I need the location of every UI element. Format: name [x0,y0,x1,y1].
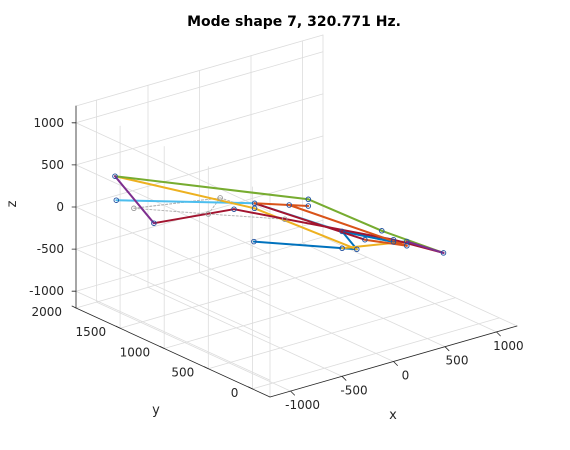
node-marker [390,236,397,243]
chart-title: Mode shape 7, 320.771 Hz. [187,14,401,30]
z-tick-label: -500 [37,242,64,256]
y-axis-line [75,307,271,398]
floor-gridline-y [163,277,412,349]
node-marker [339,228,345,235]
back-wall-gridline-z [75,93,324,166]
y-tick-mark [159,346,165,349]
node-marker [440,250,447,256]
left-wall-gridline-z [75,122,271,213]
y-tick-mark [247,386,253,390]
grid-lines [75,34,518,398]
node-marker [281,216,288,222]
x-tick-label: -1000 [285,398,320,412]
undeformed-member [133,197,221,209]
floor-gridline-x [199,272,394,362]
mode-shape-member [253,207,358,251]
z-tick-label: 500 [41,158,64,172]
node-marker [379,228,385,234]
x-tick-mark [444,346,450,352]
floor-gridline-x [250,257,446,348]
x-axis-label: x [389,408,397,423]
node-marker [151,220,157,226]
left-wall-gridline-z [75,206,271,297]
tick-labels: -1000 -500 0 500 1000 0 500 1000 1500 2000 -1000 -5… [29,116,524,412]
mode-shape-member [152,208,235,225]
node-marker [404,243,410,249]
y-tick-label: 1000 [120,346,151,360]
node-marker [305,203,312,209]
floor-gridline-y [251,317,500,390]
floor-gridline-x [96,301,292,392]
floor-gridline-x [147,286,343,377]
node-marker [112,173,118,179]
x-tick-mark [495,331,501,337]
node-marker [354,246,360,253]
node-marker [251,205,258,212]
mode-shape-member [307,198,383,232]
node-marker [390,239,397,245]
y-tick-mark [71,305,77,309]
mode-shape-member [363,238,408,247]
left-wall-gridline-z [75,290,271,381]
node-marker [231,206,237,212]
mode-shape-member [288,204,408,247]
x-tick-label: 0 [402,369,410,383]
y-tick-label: 0 [231,386,239,400]
y-tick-mark [203,366,209,370]
floor-gridline-x [301,242,497,333]
back-wall-gridline-z [75,51,324,124]
mode-shape-member [114,175,310,201]
x-tick-label: -500 [340,383,367,397]
back-wall-gridline-z [75,135,324,208]
y-axis-label: y [152,403,160,418]
mode-shape-member [341,230,395,243]
node-marker [305,196,312,203]
floor-gridline-y [119,256,368,329]
back-wall-top-edge [75,34,324,107]
mode-shape-member [114,175,256,210]
mode-shape-member [253,202,366,241]
x-tick-mark [341,375,347,381]
undeformed-member [133,207,209,215]
x-tick-mark [393,361,398,366]
x-tick-mark [290,390,296,396]
y-tick-mark [115,325,121,329]
left-wall-gridline-z [75,248,271,339]
node-marker [205,211,212,217]
z-tick-label: 1000 [33,116,64,130]
x-tick-label: 500 [446,354,469,368]
node-marker [131,205,137,212]
mode-shape-member [114,175,155,225]
y-tick-label: 1500 [76,325,107,339]
node-marker [286,202,292,208]
left-wall-gridline-z [75,164,271,255]
node-marker [217,195,223,201]
z-tick-label: 0 [56,200,64,214]
mode-shape-member [253,202,310,207]
node-markers [112,173,447,256]
node-marker [251,238,257,245]
mode-shape-member [233,208,395,241]
z-axis-label: z [5,200,20,207]
mode-shape-member [405,240,445,254]
floor-gridline-y [207,297,456,370]
node-marker [339,245,345,252]
y-tick-label: 500 [171,366,194,380]
back-wall-gridline-z [75,219,324,292]
node-marker [113,197,120,203]
axes [71,105,518,398]
y-tick-label: 2000 [31,305,62,319]
z-tick-label: -1000 [29,284,64,298]
x-tick-label: 1000 [493,339,524,353]
node-marker [362,236,368,243]
floor-right-edge [322,236,518,327]
mode-shape-lines [114,175,445,254]
undeformed-member [207,213,286,220]
